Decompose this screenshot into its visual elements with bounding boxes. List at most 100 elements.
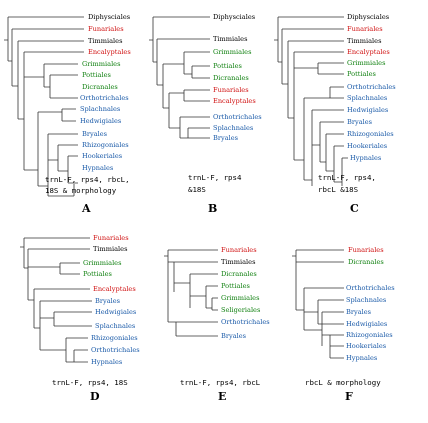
- taxon-label: Timmiales: [221, 258, 256, 266]
- taxon-label: Encalyptales: [347, 48, 390, 56]
- taxon-label: Rhizogoniales: [82, 141, 129, 149]
- panel-caption: trnL-F, rps4, rbcL,: [45, 175, 130, 184]
- taxon-label: Encalyptales: [88, 48, 131, 56]
- panel-d: [20, 237, 92, 363]
- panel-caption: trnL-F, rps4, 18S: [52, 378, 128, 387]
- taxon-label: Hedwigiales: [80, 117, 122, 125]
- taxon-label: Grimmiales: [83, 259, 122, 267]
- taxon-label: Pottiales: [83, 270, 112, 278]
- panel-letter: C: [350, 202, 359, 215]
- taxon-label: Timmiales: [213, 35, 248, 43]
- taxon-label: Hedwigiales: [347, 106, 389, 114]
- taxon-label: Funariales: [347, 25, 383, 33]
- panel-caption: rbcL &18S: [318, 185, 358, 194]
- taxon-label: Pottiales: [221, 282, 250, 290]
- taxon-label: Hookeriales: [347, 142, 388, 150]
- panel-caption: rbcL & morphology: [305, 378, 381, 387]
- panel-f: [292, 249, 344, 359]
- panel-f-labels: Funariales Dicranales Orthotrichales Spl…: [305, 246, 395, 403]
- taxon-label: Encalyptales: [93, 285, 136, 293]
- taxon-label: Dicranales: [213, 74, 249, 82]
- taxon-label: Hypnales: [346, 354, 378, 362]
- tree-branches: [20, 237, 92, 363]
- taxon-label: Rhizogoniales: [91, 334, 138, 342]
- taxon-label: Bryales: [95, 297, 121, 305]
- panel-caption: trnL-F, rps4: [188, 173, 242, 182]
- taxon-label: Funariales: [213, 86, 249, 94]
- taxon-label: Splachnales: [346, 296, 387, 304]
- taxon-label: Funariales: [88, 25, 124, 33]
- taxon-label: Hypnales: [91, 358, 123, 366]
- taxon-label: Orthotrichales: [91, 346, 140, 354]
- taxon-label: Funariales: [93, 234, 129, 242]
- taxon-label: Grimmiales: [221, 294, 260, 302]
- taxon-label: Orthotrichales: [213, 113, 262, 121]
- panel-letter: B: [208, 202, 217, 215]
- taxon-label: Splachnales: [80, 105, 121, 113]
- panel-letter: E: [218, 390, 226, 403]
- taxon-label: Splachnales: [347, 94, 388, 102]
- tree-branches: [4, 16, 84, 197]
- panel-caption: trnL-F, rps4,: [318, 173, 376, 182]
- panel-c: [274, 16, 348, 186]
- taxon-label: Orthotrichales: [346, 284, 395, 292]
- taxon-label: Grimmiales: [213, 48, 252, 56]
- panel-letter: D: [90, 390, 100, 403]
- taxon-label: Rhizogoniales: [346, 331, 393, 339]
- panel-letter: F: [345, 390, 353, 403]
- taxon-label: Splachnales: [95, 322, 136, 330]
- taxon-label: Pottiales: [82, 71, 111, 79]
- taxon-label: Bryales: [213, 134, 239, 142]
- panel-e: [164, 249, 218, 337]
- tree-branches: [149, 16, 210, 139]
- taxon-label: Hypnales: [350, 154, 382, 162]
- taxon-label: Grimmiales: [347, 59, 386, 67]
- taxon-label: Bryales: [346, 308, 372, 316]
- tree-branches: [164, 249, 218, 337]
- taxon-label: Orthotrichales: [80, 94, 129, 102]
- tree-branches: [292, 249, 344, 359]
- panel-c-labels: Diphysciales Funariales Timmiales Encaly…: [318, 13, 396, 215]
- taxon-label: Bryales: [82, 130, 108, 138]
- taxon-label: Seligeriales: [221, 306, 261, 314]
- taxon-label: Diphysciales: [213, 13, 256, 21]
- taxon-label: Pottiales: [213, 62, 242, 70]
- taxon-label: Grimmiales: [82, 60, 121, 68]
- panel-a: [4, 16, 84, 197]
- taxon-label: Diphysciales: [347, 13, 390, 21]
- taxon-label: Rhizogoniales: [347, 130, 394, 138]
- taxon-label: Orthotrichales: [347, 83, 396, 91]
- taxon-label: Diphysciales: [88, 13, 131, 21]
- panel-b: [149, 16, 210, 139]
- taxon-label: Hookeriales: [82, 152, 123, 160]
- taxon-label: Dicranales: [82, 83, 118, 91]
- taxon-label: Bryales: [221, 332, 247, 340]
- taxon-label: Hedwigiales: [95, 308, 137, 316]
- taxon-label: Hookeriales: [346, 342, 387, 350]
- taxon-label: Timmiales: [347, 37, 382, 45]
- panel-b-labels: Diphysciales Timmiales Grimmiales Pottia…: [188, 13, 262, 215]
- panel-caption: 18S & morphology: [45, 186, 117, 195]
- taxon-label: Dicranales: [221, 270, 257, 278]
- taxon-label: Timmiales: [93, 245, 128, 253]
- taxon-label: Funariales: [348, 246, 384, 254]
- taxon-label: Bryales: [347, 118, 373, 126]
- taxon-label: Orthotrichales: [221, 318, 270, 326]
- taxon-label: Hypnales: [82, 164, 114, 172]
- taxon-label: Dicranales: [348, 258, 384, 266]
- panel-caption: &18S: [188, 185, 206, 194]
- taxon-label: Hedwigiales: [346, 320, 388, 328]
- panel-letter: A: [81, 202, 91, 215]
- panel-a-labels: Diphysciales Funariales Timmiales Encaly…: [45, 13, 131, 215]
- tree-branches: [274, 16, 348, 186]
- taxon-label: Encalyptales: [213, 97, 256, 105]
- taxon-label: Timmiales: [88, 37, 123, 45]
- panel-e-labels: Funariales Timmiales Dicranales Pottiale…: [180, 246, 270, 403]
- taxon-label: Funariales: [221, 246, 257, 254]
- panel-d-labels: Funariales Timmiales Grimmiales Pottiale…: [52, 234, 140, 403]
- taxon-label: Splachnales: [213, 124, 254, 132]
- taxon-label: Pottiales: [347, 70, 376, 78]
- panel-caption: trnL-F, rps4, rbcL: [180, 378, 261, 387]
